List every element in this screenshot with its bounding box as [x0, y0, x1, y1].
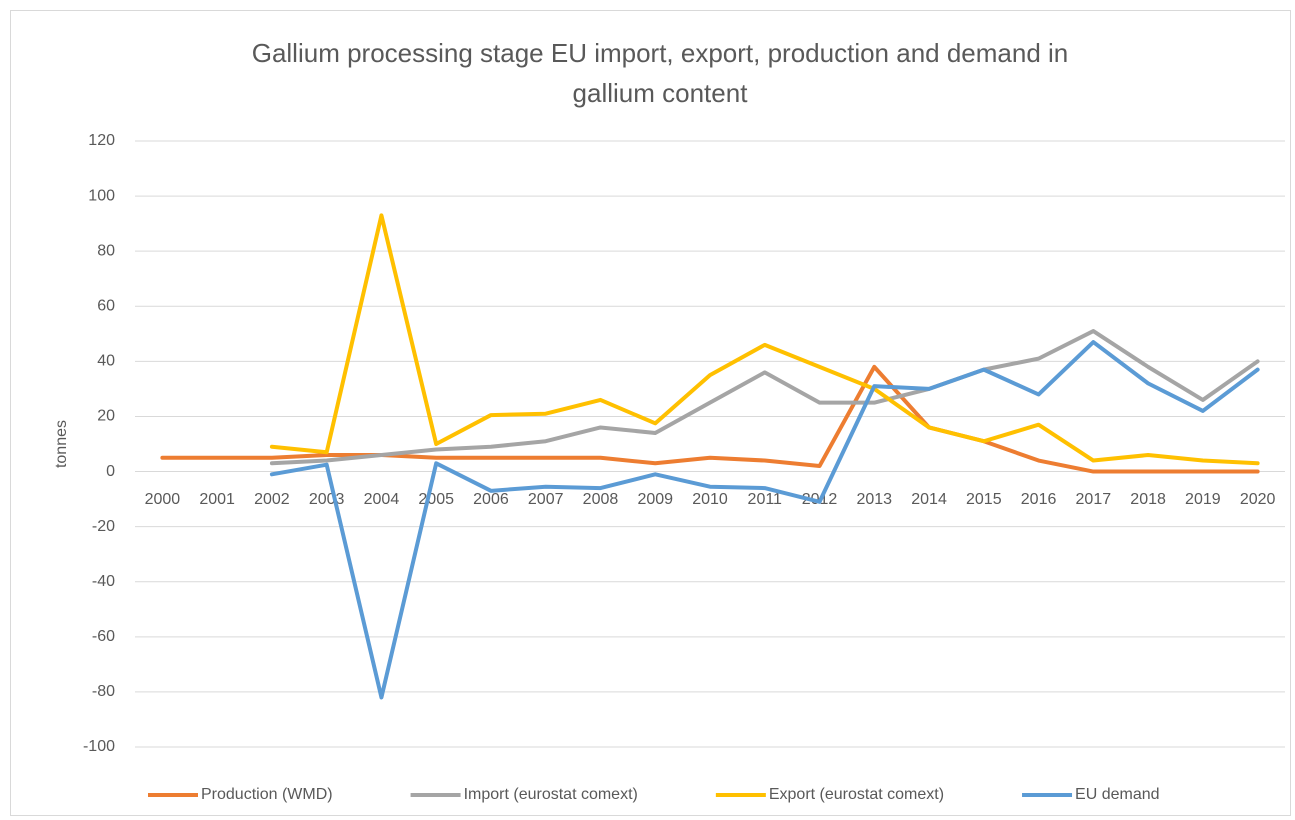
y-tick-label: 120	[88, 132, 115, 149]
legend-label: Import (eurostat comext)	[464, 786, 638, 803]
x-tick-label: 2009	[637, 491, 673, 508]
x-tick-label: 2004	[364, 491, 400, 508]
x-tick-label: 2007	[528, 491, 564, 508]
data-line	[269, 329, 1260, 466]
x-tick-label: 2015	[966, 491, 1002, 508]
chart-subtitle: gallium content	[573, 78, 749, 108]
legend-label: Export (eurostat comext)	[769, 786, 944, 803]
y-tick-label: -100	[83, 738, 115, 755]
x-tick-label: 2014	[911, 491, 947, 508]
y-tick-label: 0	[106, 463, 115, 480]
x-tick-label: 2005	[418, 491, 454, 508]
y-tick-label: -80	[92, 683, 115, 700]
data-line	[160, 364, 1260, 474]
legend-label: EU demand	[1075, 786, 1160, 803]
y-tick-label: 60	[97, 297, 115, 314]
x-tick-label: 2018	[1130, 491, 1166, 508]
y-tick-label: 40	[97, 353, 115, 370]
chart-frame	[10, 10, 1291, 816]
y-tick-label: -40	[92, 573, 115, 590]
y-tick-label: 20	[97, 408, 115, 425]
y-tick-label: -20	[92, 518, 115, 535]
x-tick-label: 2003	[309, 491, 345, 508]
legend-label: Production (WMD)	[201, 786, 333, 803]
y-tick-label: 80	[97, 242, 115, 259]
chart-title: Gallium processing stage EU import, expo…	[252, 38, 1069, 68]
x-tick-label: 2000	[145, 491, 181, 508]
x-tick-label: 2006	[473, 491, 509, 508]
x-tick-label: 2010	[692, 491, 728, 508]
x-tick-label: 2002	[254, 491, 290, 508]
data-line	[269, 340, 1260, 700]
x-tick-label: 2020	[1240, 491, 1276, 508]
x-tick-label: 2016	[1021, 491, 1057, 508]
data-line	[269, 213, 1260, 466]
y-axis-label: tonnes	[53, 420, 70, 468]
y-tick-label: 100	[88, 187, 115, 204]
x-tick-label: 2019	[1185, 491, 1221, 508]
x-tick-label: 2008	[583, 491, 619, 508]
x-tick-label: 2001	[199, 491, 235, 508]
x-tick-label: 2017	[1076, 491, 1112, 508]
y-tick-label: -60	[92, 628, 115, 645]
x-tick-label: 2011	[748, 491, 783, 508]
x-tick-label: 2013	[856, 491, 892, 508]
